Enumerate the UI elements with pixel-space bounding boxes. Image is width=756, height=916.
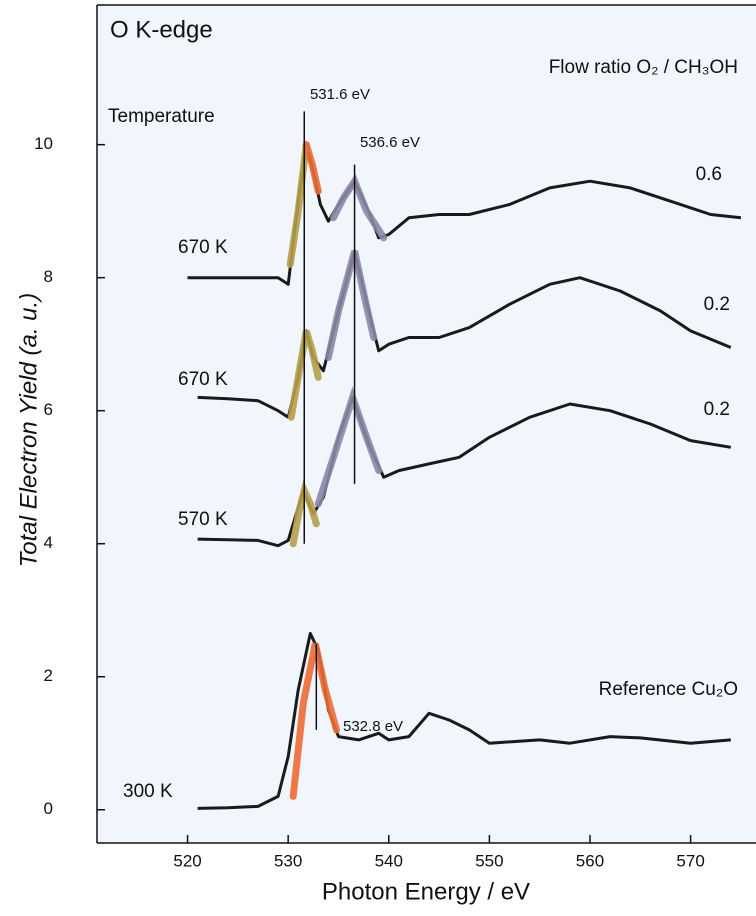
ratio-label: 0.2 bbox=[704, 399, 730, 420]
temperature-label: 300 K bbox=[123, 781, 173, 802]
temperature-heading: Temperature bbox=[108, 106, 215, 127]
x-tick-label: 520 bbox=[173, 851, 201, 870]
y-tick-label: 2 bbox=[44, 666, 53, 685]
peak-label: 536.6 eV bbox=[360, 134, 420, 151]
x-tick-label: 550 bbox=[475, 851, 503, 870]
y-tick-label: 0 bbox=[44, 799, 53, 818]
ratio-heading: Flow ratio O₂ / CH₃OH bbox=[549, 57, 738, 78]
x-tick-label: 530 bbox=[274, 851, 302, 870]
chart-title: O K-edge bbox=[110, 16, 213, 43]
x-tick-label: 570 bbox=[676, 851, 704, 870]
temperature-label: 670 K bbox=[178, 369, 228, 390]
fit-component bbox=[302, 141, 322, 195]
y-tick-label: 10 bbox=[34, 134, 53, 153]
x-tick-label: 540 bbox=[375, 851, 403, 870]
x-tick-label: 560 bbox=[576, 851, 604, 870]
spectrum-line bbox=[197, 632, 731, 810]
ratio-label: 0.2 bbox=[704, 294, 730, 315]
y-tick-label: 8 bbox=[44, 267, 53, 286]
y-tick-label: 6 bbox=[44, 400, 53, 419]
x-axis-label: Photon Energy / eV bbox=[322, 878, 530, 905]
fit-component bbox=[287, 329, 322, 421]
temperature-label: 570 K bbox=[178, 509, 228, 530]
fit-component bbox=[289, 642, 340, 800]
peak-label: 532.8 eV bbox=[343, 718, 403, 735]
fit-component bbox=[314, 386, 383, 508]
ratio-label: Reference Cu₂O bbox=[599, 679, 738, 700]
ratio-label: 0.6 bbox=[696, 164, 722, 185]
temperature-label: 670 K bbox=[178, 237, 228, 258]
y-tick-label: 4 bbox=[44, 533, 53, 552]
peak-label: 531.6 eV bbox=[310, 86, 370, 103]
y-axis-label: Total Electron Yield (a. u.) bbox=[15, 293, 42, 567]
